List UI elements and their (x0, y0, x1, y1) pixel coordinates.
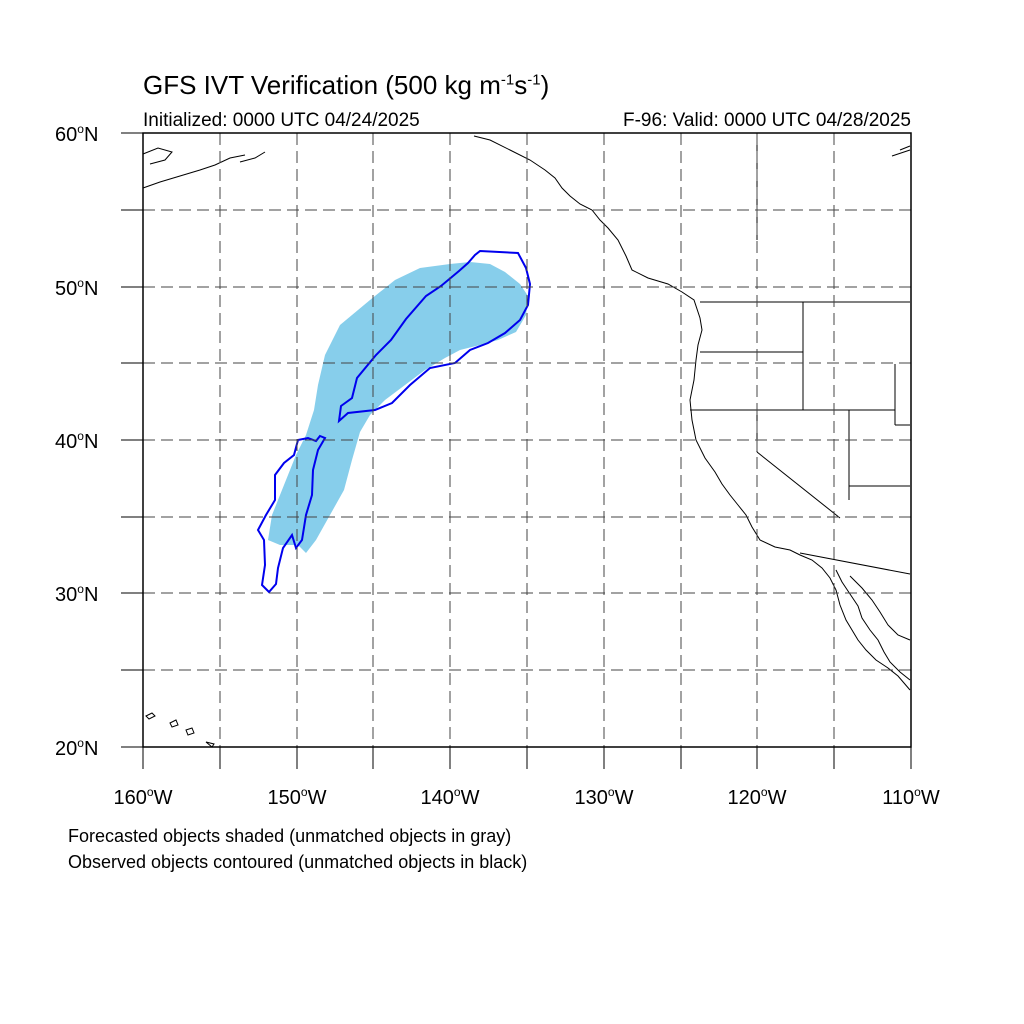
coastline-alaska (142, 145, 911, 189)
observed-ivt-contour (256, 249, 532, 594)
coastline-north-america (473, 135, 911, 691)
political-borders (690, 133, 911, 575)
coastline-baja (835, 569, 911, 681)
tick-marks (121, 132, 912, 769)
valid-time: F-96: Valid: 0000 UTC 04/28/2025 (623, 110, 911, 131)
map-title: GFS IVT Verification (500 kg m-1s-1) (143, 70, 550, 100)
lat-label-60: 60oN (55, 122, 99, 146)
lat-label-30: 30oN (55, 582, 99, 606)
lon-label-120: 120oW (727, 785, 787, 809)
coastline-gulf (849, 575, 911, 641)
lon-label-110: 110oW (882, 785, 940, 809)
lat-label-20: 20oN (55, 736, 99, 760)
initialized-time: Initialized: 0000 UTC 04/24/2025 (143, 110, 420, 131)
lon-label-140: 140oW (420, 785, 480, 809)
lat-label-40: 40oN (55, 429, 99, 453)
lon-label-160: 160oW (113, 785, 173, 809)
footnote-observed: Observed objects contoured (unmatched ob… (68, 852, 528, 872)
lat-label-50: 50oN (55, 276, 99, 300)
lon-label-150: 150oW (267, 785, 327, 809)
forecast-ivt-object (268, 262, 528, 553)
footnote-forecast: Forecasted objects shaded (unmatched obj… (68, 826, 512, 846)
islands-hawaii (145, 712, 215, 748)
grid-lines (143, 133, 911, 747)
lon-label-130: 130oW (574, 785, 634, 809)
